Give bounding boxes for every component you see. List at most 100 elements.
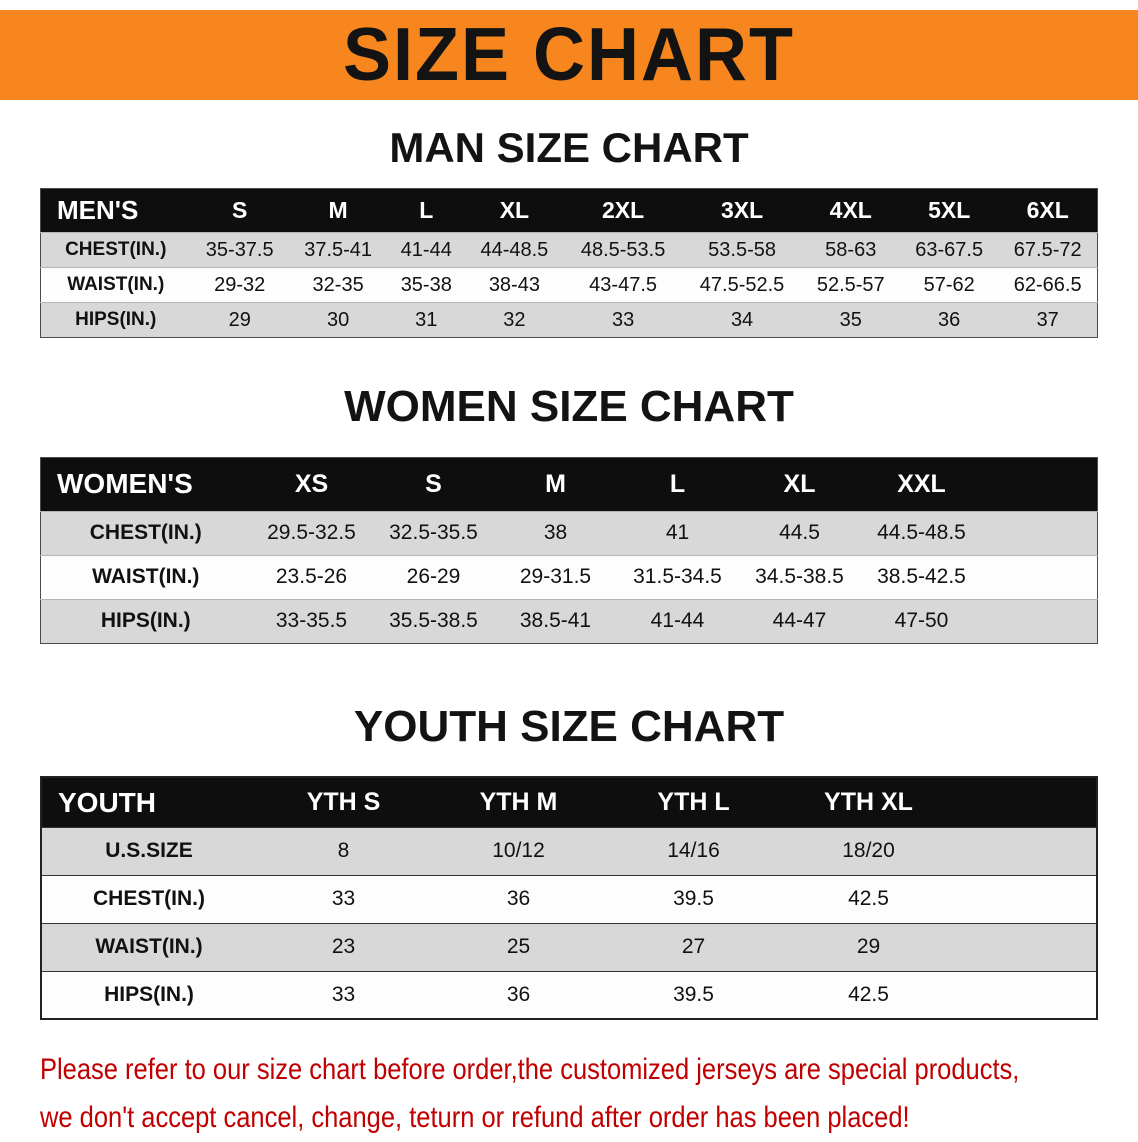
size-value-cell: 52.5-57 bbox=[816, 273, 885, 296]
filler-cell bbox=[956, 777, 1097, 828]
size-value-cell: 27 bbox=[681, 935, 706, 959]
size-column-header: S bbox=[190, 188, 289, 233]
size-chart-page: SIZE CHART MAN SIZE CHART MEN'S S M L XL 2XL 3… bbox=[0, 10, 1138, 1142]
size-value-cell: 44.5-48.5 bbox=[877, 521, 966, 545]
size-value-cell: 30 bbox=[327, 308, 350, 331]
filler-cell bbox=[983, 599, 1098, 643]
size-value-cell: 38-43 bbox=[488, 273, 540, 296]
table-row: CHEST(IN.) 29.5-32.5 32.5-35.5 38 41 44.5 44.5… bbox=[40, 511, 1098, 556]
size-column-header: YTH M bbox=[431, 777, 606, 828]
men-size-table: MEN'S S M L XL 2XL 3XL 4XL 5XL 6XL CHEST(IN.) 35-37… bbox=[40, 188, 1098, 339]
size-value-cell: 53.5-58 bbox=[708, 238, 776, 261]
size-value-cell: 38.5-42.5 bbox=[877, 565, 966, 589]
table-row: CHEST(IN.) 35-37.5 37.5-41 41-44 44-48.5 48.5… bbox=[40, 232, 1098, 268]
size-column-header: XL bbox=[465, 188, 564, 233]
row-label-cell: HIPS(IN.) bbox=[104, 983, 194, 1007]
row-label-cell: WAIST(IN.) bbox=[92, 565, 200, 589]
filler-cell bbox=[956, 875, 1097, 923]
size-column-header: YTH L bbox=[606, 777, 781, 828]
row-label-cell: CHEST(IN.) bbox=[89, 521, 202, 545]
youth-section-heading: YOUTH SIZE CHART bbox=[353, 701, 785, 751]
size-value-cell: 37 bbox=[1036, 308, 1059, 331]
size-value-cell: 67.5-72 bbox=[1013, 238, 1082, 261]
size-value-cell: 41 bbox=[665, 521, 690, 545]
size-value-cell: 35.5-38.5 bbox=[389, 609, 478, 633]
table-row: WAIST(IN.) 23.5-26 26-29 29-31.5 31.5-34.5 34… bbox=[40, 555, 1098, 600]
row-label-cell: HIPS(IN.) bbox=[75, 309, 157, 331]
size-column-header: YTH XL bbox=[781, 777, 956, 828]
table-row: U.S.SIZE 8 10/12 14/16 18/20 bbox=[41, 827, 1097, 876]
table-header-row: MEN'S S M L XL 2XL 3XL 4XL 5XL 6XL bbox=[40, 188, 1098, 233]
size-column-header: XXL bbox=[860, 457, 983, 512]
size-value-cell: 29.5-32.5 bbox=[267, 521, 356, 545]
size-value-cell: 32.5-35.5 bbox=[389, 521, 478, 545]
size-value-cell: 23 bbox=[331, 935, 356, 959]
row-label-cell: WAIST(IN.) bbox=[95, 935, 203, 959]
row-label-cell: U.S.SIZE bbox=[105, 839, 193, 863]
table-row: HIPS(IN.) 29 30 31 32 33 34 35 36 37 bbox=[40, 302, 1098, 338]
men-section-heading: MAN SIZE CHART bbox=[389, 124, 749, 171]
size-column-header: M bbox=[494, 457, 617, 512]
table-row: HIPS(IN.) 33-35.5 35.5-38.5 38.5-41 41-44 44-… bbox=[40, 599, 1098, 644]
size-value-cell: 48.5-53.5 bbox=[580, 238, 666, 261]
size-value-cell: 36 bbox=[506, 983, 531, 1007]
size-value-cell: 31 bbox=[415, 308, 438, 331]
size-column-header: 3XL bbox=[682, 188, 802, 233]
size-column-header: L bbox=[616, 457, 739, 512]
size-value-cell: 57-62 bbox=[923, 273, 975, 296]
size-value-cell: 62-66.5 bbox=[1013, 273, 1082, 296]
size-value-cell: 38 bbox=[543, 521, 568, 545]
size-value-cell: 33 bbox=[611, 308, 635, 331]
size-value-cell: 39.5 bbox=[673, 983, 714, 1007]
size-value-cell: 42.5 bbox=[848, 887, 889, 911]
table-title-cell: WOMEN'S bbox=[40, 457, 251, 512]
size-value-cell: 36 bbox=[506, 887, 531, 911]
size-value-cell: 32-35 bbox=[312, 273, 364, 296]
table-row: WAIST(IN.) 29-32 32-35 35-38 38-43 43-47.5 47.… bbox=[40, 267, 1098, 303]
table-row: WAIST(IN.) 23 25 27 29 bbox=[41, 923, 1097, 972]
women-size-table: WOMEN'S XS S M L XL XXL CHEST(IN.) 29.5-32.5 32.5… bbox=[40, 456, 1098, 644]
filler-cell bbox=[956, 827, 1097, 875]
youth-size-section: YOUTH SIZE CHART YOUTH YTH S YTH M YTH L YTH… bbox=[0, 702, 1138, 1021]
banner: SIZE CHART bbox=[0, 10, 1138, 100]
size-value-cell: 43-47.5 bbox=[589, 273, 658, 296]
size-value-cell: 10/12 bbox=[492, 839, 545, 863]
size-column-header: XL bbox=[738, 457, 861, 512]
filler-cell bbox=[956, 971, 1097, 1019]
size-column-header: 5XL bbox=[899, 188, 999, 233]
size-value-cell: 37.5-41 bbox=[304, 238, 373, 261]
footer-line-1: Please refer to our size chart before or… bbox=[40, 1053, 1020, 1087]
women-size-section: WOMEN SIZE CHART WOMEN'S XS S M L XL XXL CHEST(… bbox=[0, 382, 1138, 644]
size-value-cell: 33-35.5 bbox=[275, 609, 348, 633]
table-title-cell: MEN'S bbox=[40, 188, 191, 233]
size-value-cell: 29 bbox=[228, 308, 251, 331]
size-value-cell: 41-44 bbox=[400, 238, 452, 261]
size-value-cell: 34 bbox=[730, 308, 754, 331]
size-value-cell: 35 bbox=[839, 308, 862, 331]
size-column-header: YTH S bbox=[256, 777, 431, 828]
size-value-cell: 35-37.5 bbox=[205, 238, 274, 261]
size-value-cell: 33 bbox=[331, 887, 356, 911]
women-section-heading: WOMEN SIZE CHART bbox=[344, 382, 794, 432]
size-value-cell: 8 bbox=[337, 839, 350, 863]
size-value-cell: 29 bbox=[856, 935, 881, 959]
youth-size-table: YOUTH YTH S YTH M YTH L YTH XL U.S.SIZE 8 10/12… bbox=[40, 776, 1098, 1021]
size-column-header: S bbox=[372, 457, 495, 512]
row-label-cell: CHEST(IN.) bbox=[65, 239, 167, 261]
row-label-cell: CHEST(IN.) bbox=[93, 887, 205, 911]
table-row: CHEST(IN.) 33 36 39.5 42.5 bbox=[41, 875, 1097, 924]
size-column-header: L bbox=[387, 188, 466, 233]
size-value-cell: 47.5-52.5 bbox=[699, 273, 785, 296]
size-value-cell: 31.5-34.5 bbox=[633, 565, 722, 589]
size-value-cell: 26-29 bbox=[406, 565, 461, 589]
size-value-cell: 14/16 bbox=[667, 839, 720, 863]
table-title-cell: YOUTH bbox=[41, 777, 256, 828]
table-row: HIPS(IN.) 33 36 39.5 42.5 bbox=[41, 971, 1097, 1020]
size-value-cell: 41-44 bbox=[650, 609, 705, 633]
size-column-header: 2XL bbox=[563, 188, 683, 233]
size-column-header: XS bbox=[250, 457, 373, 512]
size-value-cell: 23.5-26 bbox=[275, 565, 348, 589]
size-value-cell: 33 bbox=[331, 983, 356, 1007]
table-header-row: YOUTH YTH S YTH M YTH L YTH XL bbox=[41, 777, 1097, 828]
table-header-row: WOMEN'S XS S M L XL XXL bbox=[40, 457, 1098, 512]
